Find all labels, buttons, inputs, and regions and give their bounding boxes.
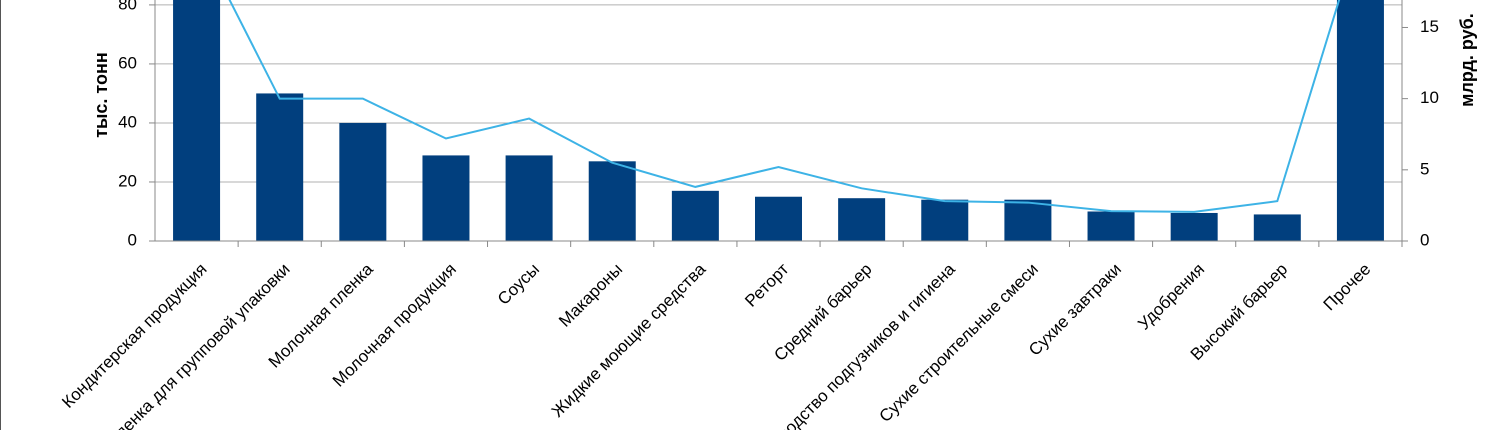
bar: [339, 122, 387, 241]
bar: [1004, 199, 1052, 241]
bar: [1253, 214, 1301, 241]
x-tick-label: Прочее: [1320, 260, 1375, 315]
y-tick-label: 80: [118, 0, 137, 13]
bar: [921, 199, 969, 241]
x-tick-label: Жидкие моющие средства: [548, 259, 710, 421]
y2-tick-label: 0: [1420, 230, 1429, 249]
x-tick-label: Сухие строительные смеси: [875, 260, 1041, 426]
line: [228, 0, 1341, 213]
x-tick-label: Реторт: [741, 259, 792, 310]
bar: [1087, 211, 1135, 241]
x-tick-label: Кондитерская продукция: [58, 260, 210, 412]
y-axis-title: тыс. тонн: [91, 52, 111, 138]
bar: [588, 161, 636, 241]
bar: [505, 155, 553, 241]
y-tick-label: 60: [118, 53, 137, 72]
y2-axis-title: млрд. руб.: [1457, 13, 1477, 107]
y-tick-label: 40: [118, 112, 137, 131]
x-tick-label: Макароны: [555, 260, 626, 331]
y2-tick-label: 15: [1420, 17, 1439, 36]
bar: [1170, 212, 1218, 241]
bar: [755, 196, 802, 241]
bar: [838, 198, 886, 241]
bar: [173, 0, 221, 241]
y2-tick-label: 10: [1420, 88, 1439, 107]
x-tick-label: Соусы: [494, 260, 543, 309]
bar: [1336, 0, 1384, 241]
bar: [422, 155, 470, 241]
x-tick-label: Удобрения: [1134, 260, 1208, 334]
y-tick-label: 20: [118, 171, 137, 190]
bar: [671, 190, 719, 241]
y-tick-label: 0: [128, 230, 137, 249]
bar: [256, 93, 304, 241]
y2-tick-label: 5: [1420, 159, 1429, 178]
